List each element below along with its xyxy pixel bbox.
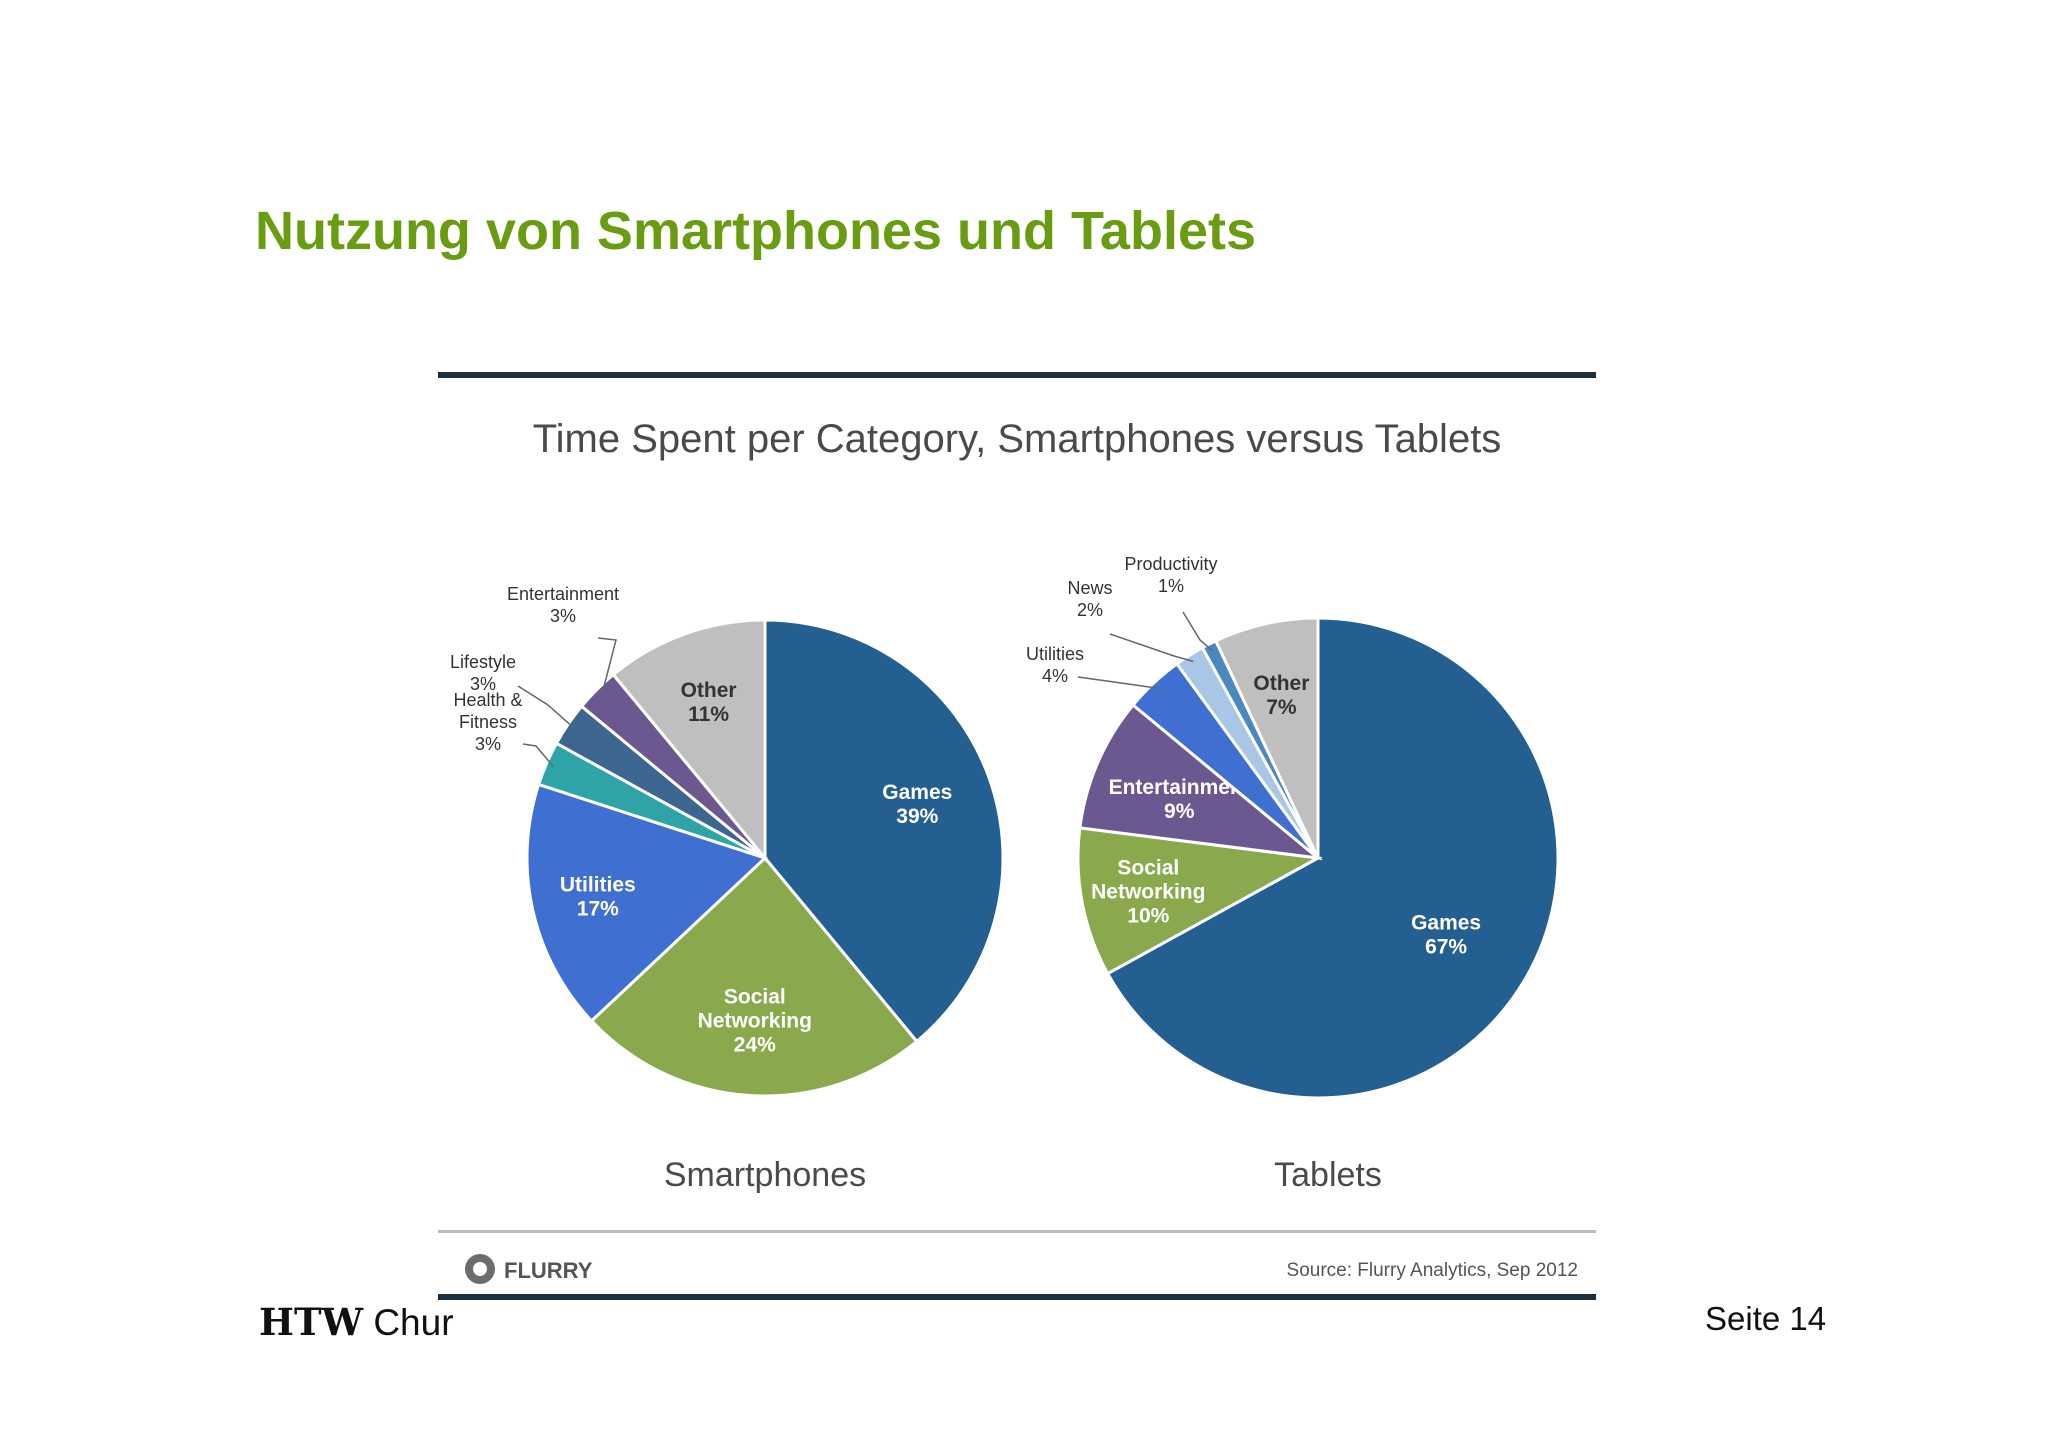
chart-title: Time Spent per Category, Smartphones ver… (533, 417, 1502, 461)
tablets-label-news: News 2% (1067, 578, 1112, 620)
tablets-slice-other (1213, 616, 1320, 859)
tablets-label-utilities: Utilities 4% (1026, 644, 1084, 686)
smartphones-slice-utilities (525, 782, 768, 1024)
tablets-slice-social-networking (1076, 826, 1323, 976)
tablets-slice-entertainment (1078, 702, 1323, 861)
tablets-slice-games (1105, 616, 1560, 1100)
flurry-logo-icon-inner (473, 1262, 487, 1276)
tablets-label-games: Games 67% (1411, 912, 1481, 959)
smartphones-leader-health-and-fitness (522, 743, 554, 767)
page-number: Seite 14 (1705, 1300, 1827, 1337)
flurry-logo: FLURRY (465, 1254, 593, 1284)
chart-footer-rule (438, 1230, 1596, 1233)
smartphones-label-entertainment: Entertainment 3% (507, 584, 619, 626)
smartphones-slice-games (763, 618, 1005, 1044)
smartphones-leader-entertainment (597, 637, 617, 695)
smartphones-label-lifestyle: Lifestyle 3% (450, 652, 516, 694)
tablets-label-social-networking: Social Networking 10% (1091, 856, 1205, 927)
pie-name-tablets: Tablets (1274, 1156, 1382, 1194)
tablets-label-productivity: Productivity 1% (1124, 554, 1217, 596)
smartphones-slice-social-networking (589, 855, 919, 1098)
smartphones-label-games: Games 39% (882, 781, 952, 828)
org-name-light: Chur (373, 1302, 454, 1343)
chart-top-rule (438, 372, 1596, 378)
tablets-leader-utilities (1077, 676, 1159, 690)
smartphones-label-social-networking: Social Networking 24% (698, 986, 812, 1057)
chart-figure: Time Spent per Category, Smartphones ver… (438, 372, 1596, 1304)
flurry-logo-text: FLURRY (504, 1258, 593, 1283)
tablets-label-entertainment: Entertainment 9% (1109, 776, 1250, 823)
smartphones-label-other: Other 11% (681, 679, 737, 726)
tablets-leader-productivity (1182, 611, 1213, 652)
tablets-leader-news (1109, 633, 1194, 663)
pie-name-smartphones: Smartphones (664, 1156, 866, 1194)
org-name-bold: HTW (259, 1300, 364, 1344)
tablets-label-other: Other 7% (1253, 672, 1309, 719)
pies-group: Games 39% Social Networking 24% Utilities 17% H… (450, 554, 1560, 1100)
slide-title: Nutzung von Smartphones und Tablets (255, 201, 1257, 261)
pie-chart-svg: Time Spent per Category, Smartphones ver… (438, 372, 1596, 1304)
chart-bottom-rule (438, 1294, 1596, 1300)
smartphones-label-utilities: Utilities 17% (560, 873, 636, 920)
chart-source: Source: Flurry Analytics, Sep 2012 (1287, 1260, 1578, 1281)
smartphones-slice-other (611, 618, 767, 863)
footer-org-logo: HTW Chur (259, 1300, 454, 1344)
smartphones-leader-lifestyle (517, 685, 575, 729)
smartphones-label-health-and-fitness: Health & Fitness 3% (453, 690, 522, 754)
